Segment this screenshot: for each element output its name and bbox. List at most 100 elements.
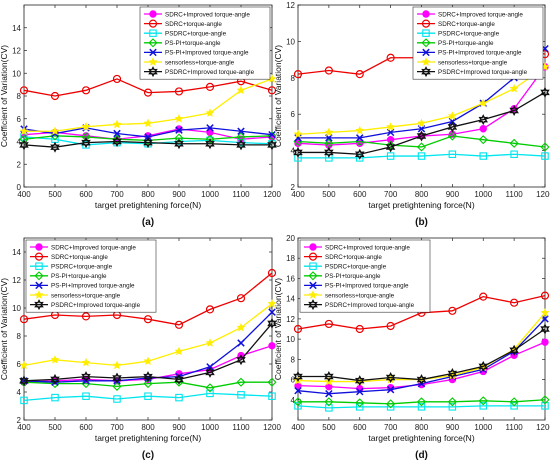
y-axis-label: Coefficient of Variation(CV) bbox=[0, 45, 9, 147]
y-tick-label: 14 bbox=[12, 24, 21, 33]
data-point bbox=[324, 146, 334, 158]
legend-marker bbox=[308, 299, 318, 311]
x-tick-label: 600 bbox=[79, 423, 93, 432]
x-tick-label: 600 bbox=[79, 190, 93, 199]
data-point bbox=[355, 398, 365, 408]
legend-marker bbox=[148, 19, 158, 28]
series-5 bbox=[19, 298, 277, 370]
data-point bbox=[267, 268, 277, 278]
data-point bbox=[143, 118, 153, 128]
legend-label: PS-PI+Improved torque-angle bbox=[51, 283, 135, 290]
legend-marker bbox=[421, 66, 431, 78]
data-point bbox=[206, 363, 214, 371]
data-point bbox=[143, 88, 153, 97]
legend-label: SDRC+torque-angle bbox=[165, 21, 222, 28]
data-point bbox=[325, 404, 333, 412]
legend-label: SDRC+torque-angle bbox=[51, 254, 108, 261]
data-point bbox=[19, 134, 29, 144]
series-2 bbox=[20, 389, 276, 405]
data-point bbox=[510, 298, 519, 307]
data-point bbox=[19, 86, 29, 95]
x-tick-label: 400 bbox=[17, 423, 31, 432]
data-point bbox=[293, 70, 303, 79]
panel-label: (d) bbox=[415, 450, 428, 461]
y-tick-label: 20 bbox=[286, 234, 295, 243]
legend-label: sensorless+torque-angle bbox=[438, 59, 508, 66]
x-tick-label: 600 bbox=[353, 423, 367, 432]
series-3 bbox=[293, 395, 550, 409]
y-tick-label: 10 bbox=[12, 304, 21, 313]
data-point bbox=[175, 126, 183, 134]
x-tick-label: 1000 bbox=[201, 423, 219, 432]
x-tick-label: 500 bbox=[322, 190, 336, 199]
data-point bbox=[268, 130, 276, 139]
legend-label: PS-PI+torque-angle bbox=[165, 40, 221, 47]
data-point bbox=[19, 360, 29, 370]
x-tick-label: 900 bbox=[446, 423, 460, 432]
data-point bbox=[236, 294, 246, 303]
data-point bbox=[478, 360, 489, 372]
data-point bbox=[325, 154, 333, 162]
x-tick-label: 400 bbox=[291, 423, 305, 432]
x-tick-label: 800 bbox=[141, 423, 155, 432]
x-tick-label: 1000 bbox=[201, 190, 219, 199]
y-tick-label: 0 bbox=[17, 183, 22, 192]
legend-marker bbox=[34, 252, 44, 261]
data-point bbox=[174, 320, 184, 329]
data-point bbox=[113, 395, 121, 403]
x-tick-label: 800 bbox=[415, 190, 429, 199]
x-tick-label: 900 bbox=[172, 190, 186, 199]
series-3 bbox=[293, 131, 550, 152]
data-point bbox=[447, 121, 458, 133]
data-point bbox=[478, 98, 488, 108]
data-point bbox=[416, 142, 427, 152]
y-tick-label: 10 bbox=[286, 335, 295, 344]
x-tick-label: 500 bbox=[48, 190, 62, 199]
x-tick-label: 500 bbox=[48, 423, 62, 432]
legend-marker bbox=[308, 271, 318, 281]
data-point bbox=[237, 127, 245, 135]
data-point bbox=[81, 357, 91, 367]
data-point bbox=[447, 111, 457, 120]
data-point bbox=[294, 386, 302, 395]
data-point bbox=[386, 321, 395, 331]
legend-label: sensorless+torque-angle bbox=[165, 59, 235, 66]
data-point bbox=[294, 154, 302, 162]
data-point bbox=[386, 399, 396, 409]
legend: SDRC+Improved torque-angle SDRC+torque-an… bbox=[299, 239, 431, 313]
series-line bbox=[23, 272, 273, 326]
x-tick-label: 1200 bbox=[536, 423, 550, 432]
data-point bbox=[19, 315, 29, 324]
data-point bbox=[112, 119, 122, 129]
y-tick-label: 8 bbox=[291, 74, 296, 83]
panel-label: (c) bbox=[142, 450, 154, 461]
series-line bbox=[23, 303, 273, 367]
series-line bbox=[297, 405, 545, 409]
y-tick-label: 6 bbox=[17, 115, 22, 124]
data-point bbox=[81, 86, 91, 95]
legend-label: PSDRC+Improved torque-angle bbox=[438, 69, 528, 76]
data-point bbox=[540, 291, 550, 300]
legend-label: PSDRC+Improved torque-angle bbox=[165, 69, 255, 76]
data-point bbox=[143, 379, 153, 389]
data-point bbox=[206, 389, 214, 398]
legend-label: PSDRC+Improved torque-angle bbox=[51, 302, 141, 309]
x-tick-label: 800 bbox=[141, 190, 155, 199]
data-point bbox=[447, 131, 457, 141]
data-point bbox=[143, 356, 153, 366]
data-point bbox=[267, 139, 277, 151]
data-point bbox=[112, 381, 122, 391]
data-point bbox=[144, 392, 152, 400]
legend-marker bbox=[308, 252, 318, 261]
data-point bbox=[236, 322, 246, 332]
data-point bbox=[236, 354, 246, 366]
data-point bbox=[386, 122, 396, 131]
data-point bbox=[355, 70, 364, 79]
data-point bbox=[385, 372, 396, 384]
data-point bbox=[144, 133, 152, 141]
data-point bbox=[416, 374, 427, 386]
data-point bbox=[143, 137, 153, 149]
x-tick-label: 1100 bbox=[506, 190, 524, 199]
data-point bbox=[324, 371, 334, 383]
x-tick-label: 700 bbox=[110, 423, 124, 432]
